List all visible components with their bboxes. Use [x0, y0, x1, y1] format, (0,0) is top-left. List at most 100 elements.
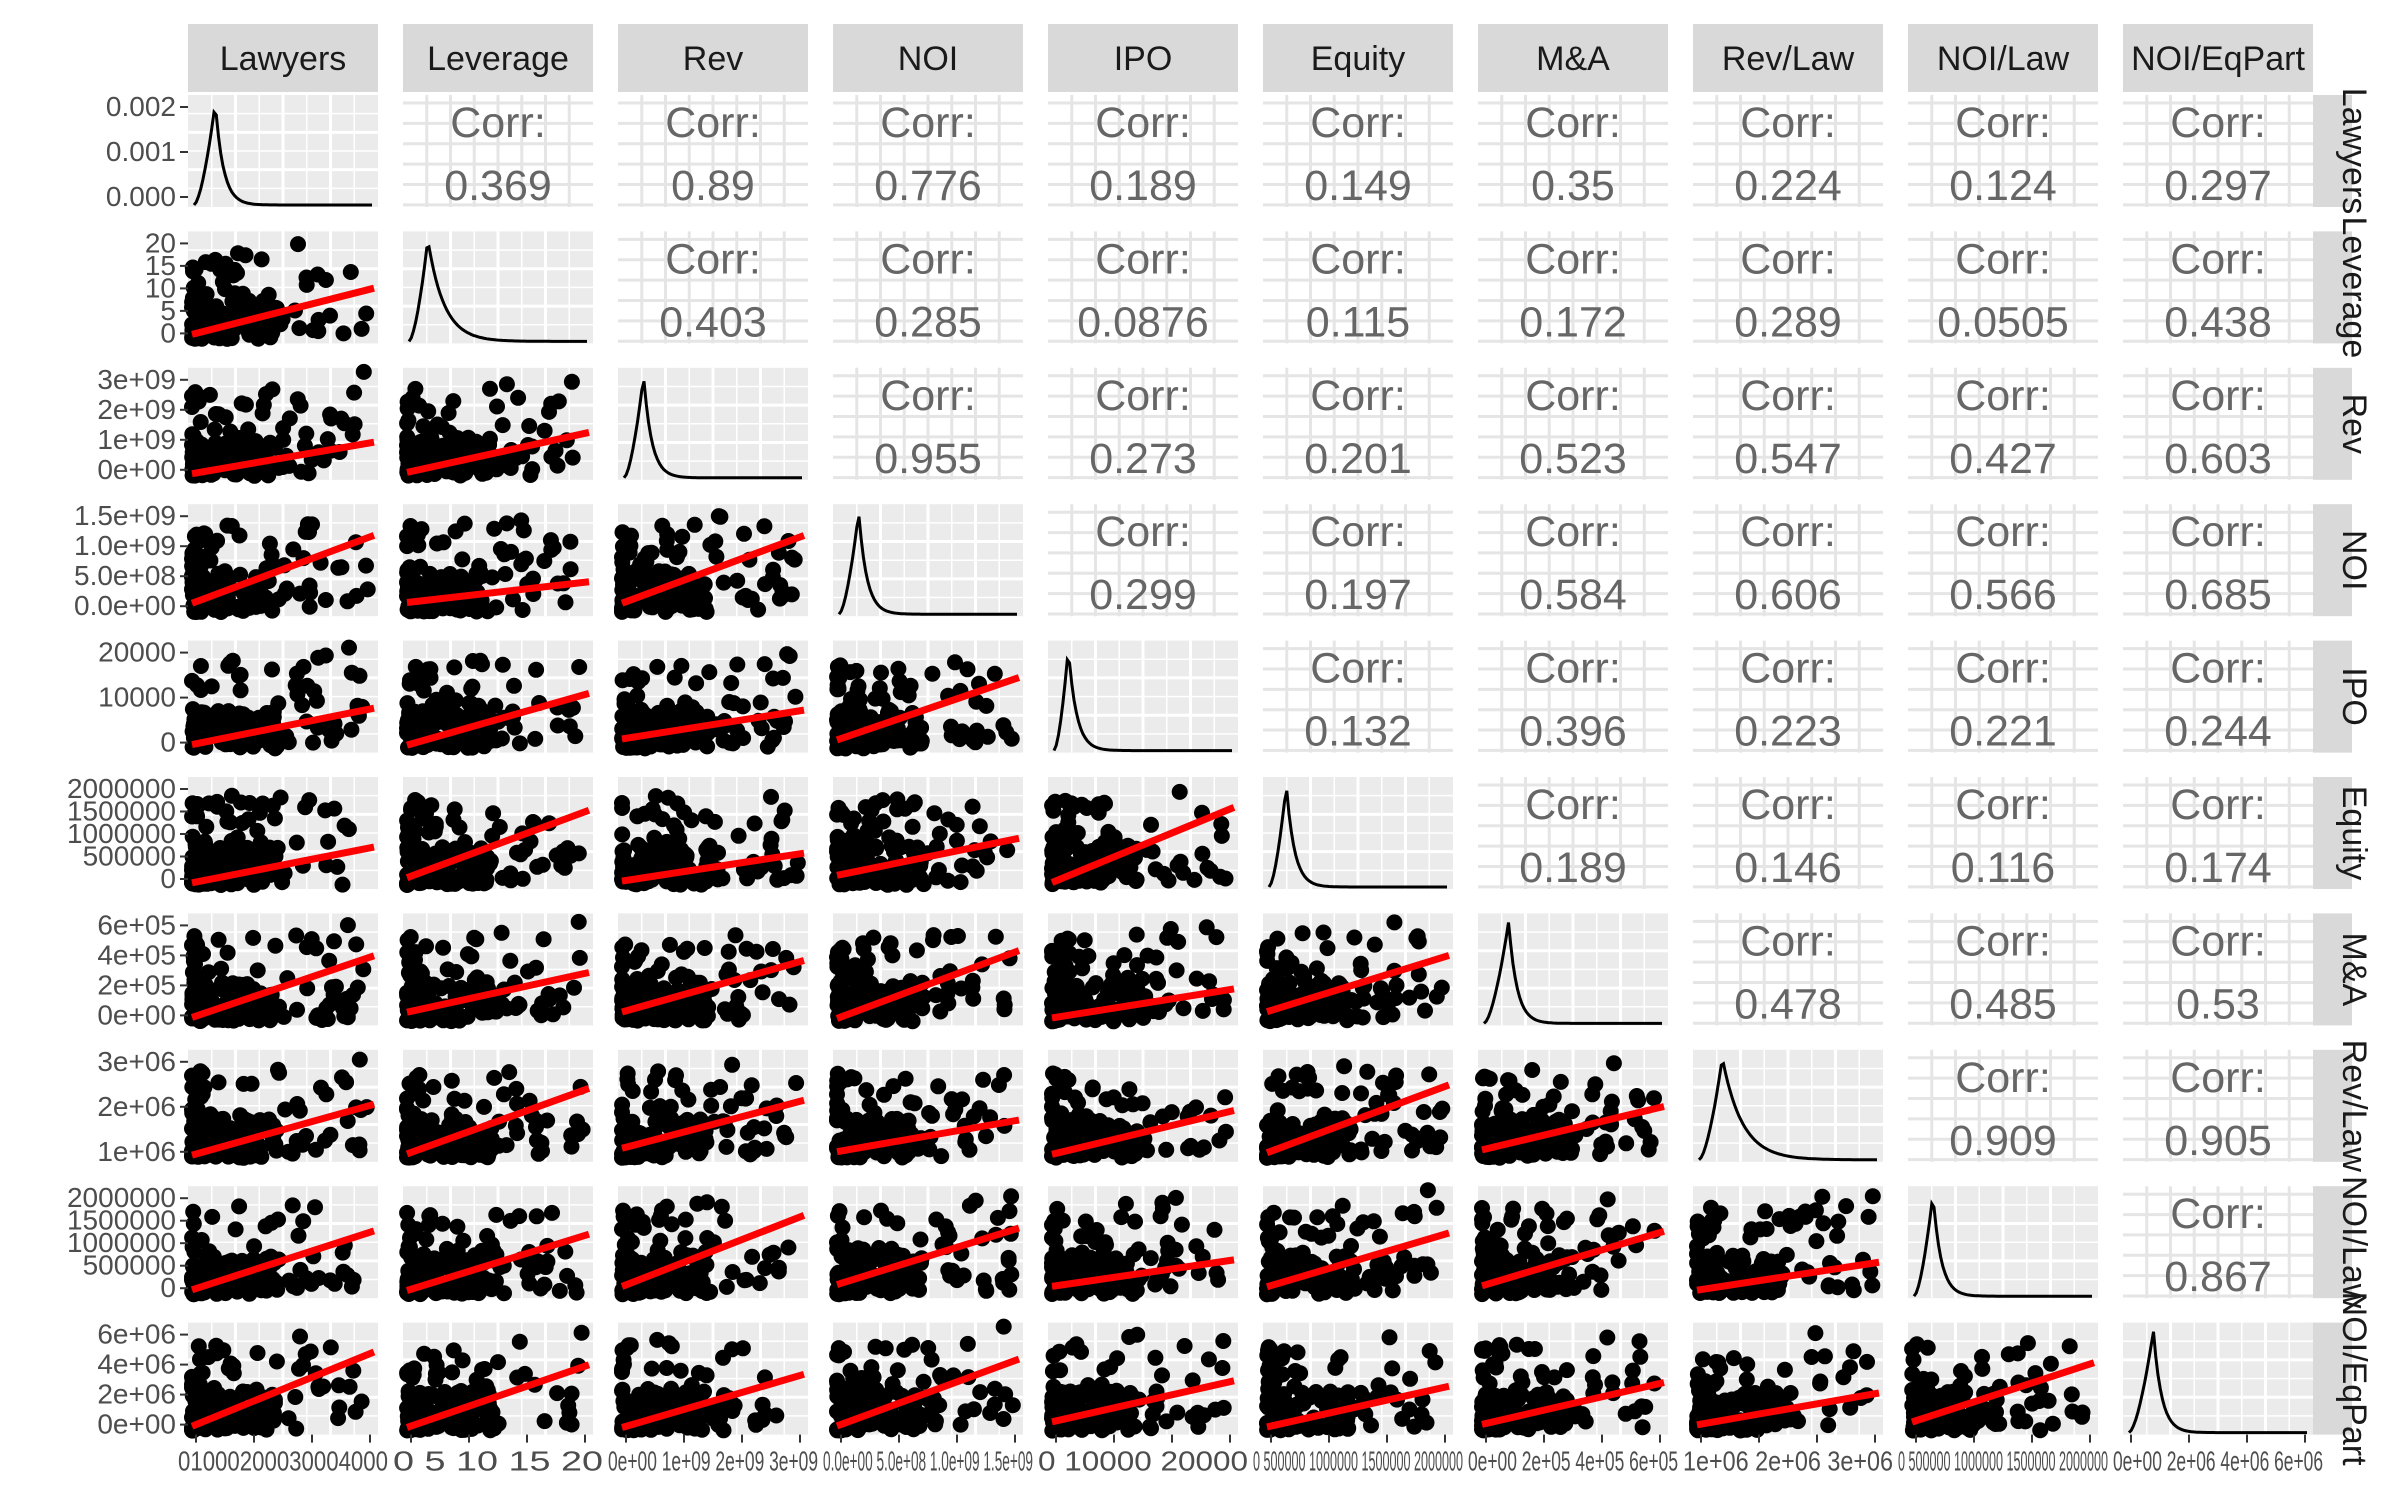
scatter-point — [264, 661, 280, 678]
scatter-point — [630, 1148, 647, 1165]
scatter-point — [1478, 1069, 1495, 1086]
scatter-point — [1291, 1083, 1308, 1100]
scatter-point — [1328, 995, 1345, 1012]
scatter-point — [322, 307, 338, 324]
panel-1-9: Corr:0.438 — [2123, 231, 2313, 346]
corr-value: 0.478 — [1734, 980, 1842, 1028]
scatter-point — [740, 592, 756, 608]
scatter-point — [1381, 1087, 1398, 1104]
fit-line — [190, 532, 376, 607]
scatter-point — [515, 522, 532, 539]
corr-label: Corr: — [1740, 508, 1836, 556]
scatter-point — [341, 639, 357, 656]
scatter-point — [896, 1011, 913, 1028]
scatter-point — [551, 1282, 568, 1299]
scatter-point — [257, 1218, 274, 1235]
scatter-point — [614, 549, 630, 566]
panel-5-4 — [1044, 777, 1238, 893]
corr-label: Corr: — [1525, 372, 1621, 420]
scatter-point — [783, 867, 800, 884]
scatter-point — [764, 941, 781, 957]
scatter-point — [192, 414, 209, 430]
corr-label: Corr: — [2170, 372, 2266, 420]
scatter-point — [237, 396, 254, 413]
scatter-point — [928, 1211, 945, 1228]
right-strip-4: IPO — [2310, 640, 2373, 753]
right-strip-label: IPO — [2335, 667, 2373, 726]
scatter-point — [402, 1114, 419, 1131]
scatter-point — [399, 538, 416, 555]
scatter-point — [224, 652, 241, 669]
corr-label: Corr: — [880, 372, 976, 420]
scatter-point — [201, 1114, 218, 1131]
scatter-point — [433, 419, 450, 435]
panel-0-7: Corr:0.224 — [1693, 95, 1883, 210]
panel-2-7: Corr:0.547 — [1693, 367, 1883, 483]
scatter-point — [873, 1202, 889, 1219]
scatter-point — [1067, 1125, 1084, 1142]
scatter-point — [184, 672, 200, 689]
panel-4-5: Corr:0.132 — [1263, 640, 1453, 756]
scatter-point — [403, 1249, 420, 1266]
scatter-point — [1334, 1085, 1351, 1101]
corr-label: Corr: — [1095, 235, 1191, 283]
scatter-point — [881, 726, 898, 743]
scatter-point — [996, 1067, 1013, 1083]
scatter-point — [459, 946, 476, 963]
scatter-point — [1182, 1137, 1199, 1154]
scatter-point — [622, 1115, 639, 1132]
right-strip-3: NOI — [2310, 504, 2373, 617]
scatter-point — [696, 1012, 713, 1029]
scatter-point — [1128, 871, 1145, 888]
scatter-point — [570, 913, 587, 930]
right-strip-label: NOI/EqPart — [2335, 1292, 2373, 1466]
scatter-point — [845, 984, 862, 1001]
scatter-point — [528, 1208, 545, 1225]
panel-6-7: Corr:0.478 — [1693, 913, 1883, 1028]
scatter-point — [765, 1244, 782, 1261]
corr-label: Corr: — [1955, 1054, 2051, 1102]
scatter-point — [212, 840, 229, 856]
scatter-point — [677, 1230, 694, 1247]
scatter-point — [343, 664, 360, 681]
scatter-point — [339, 593, 356, 610]
scatter-point — [752, 694, 769, 711]
scatter-point — [729, 572, 746, 589]
scatter-point — [1280, 1148, 1297, 1165]
scatter-point — [1353, 1085, 1369, 1102]
scatter-point — [290, 236, 306, 253]
scatter-point — [222, 814, 239, 831]
scatter-point — [1150, 974, 1166, 991]
scatter-point — [640, 545, 657, 562]
scatter-point — [708, 548, 725, 565]
scatter-point — [1111, 1117, 1128, 1134]
panel-4-6: Corr:0.396 — [1478, 640, 1668, 756]
corr-value: 0.403 — [659, 298, 767, 346]
panel-0-6: Corr:0.35 — [1478, 95, 1668, 210]
scatter-point — [452, 467, 469, 484]
scatter-point — [529, 1002, 546, 1019]
panel-6-1 — [399, 913, 593, 1030]
scatter-point — [208, 298, 225, 315]
scatter-point — [557, 594, 574, 611]
scatter-point — [865, 738, 882, 755]
scatter-point — [358, 305, 375, 322]
scatter-point — [435, 939, 452, 956]
scatter-point — [276, 585, 293, 602]
scatter-point — [1080, 948, 1097, 964]
scatter-point — [308, 692, 325, 709]
scatter-point — [210, 931, 227, 948]
scatter-point — [265, 1007, 282, 1024]
scatter-point — [404, 389, 421, 406]
scatter-point — [303, 931, 320, 948]
scatter-point — [1409, 928, 1426, 945]
scatter-point — [1271, 960, 1288, 977]
scatter-point — [408, 1069, 425, 1086]
scatter-point — [262, 329, 279, 346]
scatter-point — [849, 682, 866, 699]
right-strip-label: NOI/Law — [2335, 1176, 2373, 1309]
scatter-point — [1545, 1088, 1562, 1105]
scatter-point — [301, 598, 318, 615]
scatter-point — [854, 1115, 870, 1132]
panel-5-8: Corr:0.116 — [1908, 777, 2098, 892]
